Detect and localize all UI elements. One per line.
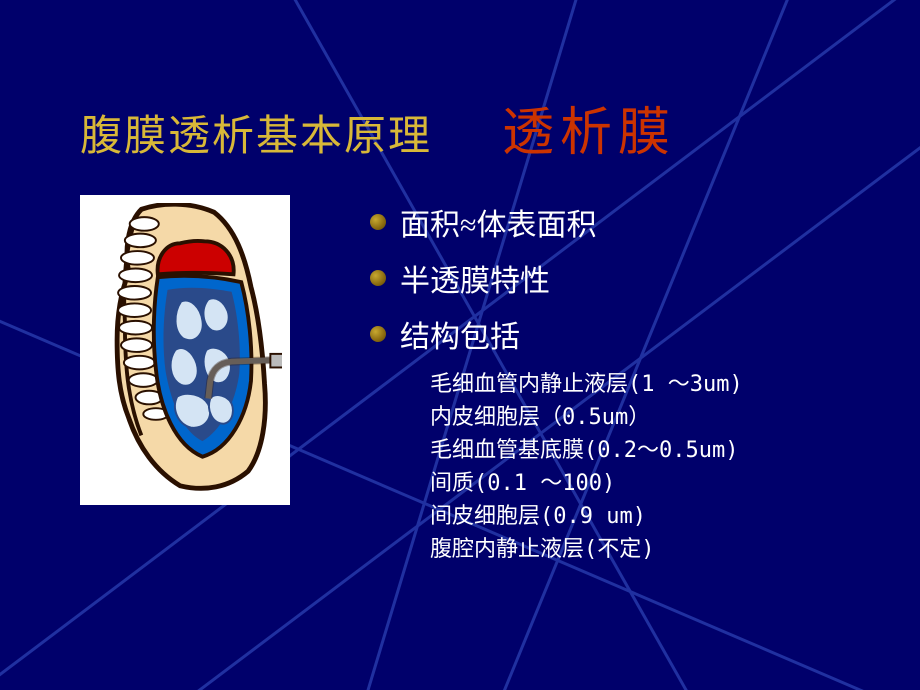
sub-list: 毛细血管内静止液层(1 ～3um) 内皮细胞层（0.5um） 毛细血管基底膜(0…	[430, 368, 890, 566]
sub-item: 间质(0.1 ～100)	[430, 467, 890, 500]
bullet-icon	[370, 270, 386, 286]
bullet-text: 半透膜特性	[400, 256, 550, 300]
anatomy-illustration	[80, 195, 290, 505]
bullet-text: 结构包括	[400, 312, 520, 356]
sub-item: 内皮细胞层（0.5um）	[430, 401, 890, 434]
bullet-icon	[370, 326, 386, 342]
bullet-item: 结构包括	[370, 312, 890, 356]
bullet-text: 面积≈体表面积	[400, 200, 596, 244]
sub-item: 间皮细胞层(0.9 um)	[430, 500, 890, 533]
slide-title: 腹膜透析基本原理 透析膜	[80, 90, 676, 165]
sub-item: 腹腔内静止液层(不定)	[430, 533, 890, 566]
content-list: 面积≈体表面积 半透膜特性 结构包括 毛细血管内静止液层(1 ～3um) 内皮细…	[370, 200, 890, 566]
sub-item: 毛细血管内静止液层(1 ～3um)	[430, 368, 890, 401]
title-part-2: 透析膜	[502, 90, 676, 165]
title-part-1: 腹膜透析基本原理	[80, 102, 432, 163]
bullet-icon	[370, 214, 386, 230]
bullet-item: 面积≈体表面积	[370, 200, 890, 244]
bullet-item: 半透膜特性	[370, 256, 890, 300]
sub-item: 毛细血管基底膜(0.2～0.5um)	[430, 434, 890, 467]
